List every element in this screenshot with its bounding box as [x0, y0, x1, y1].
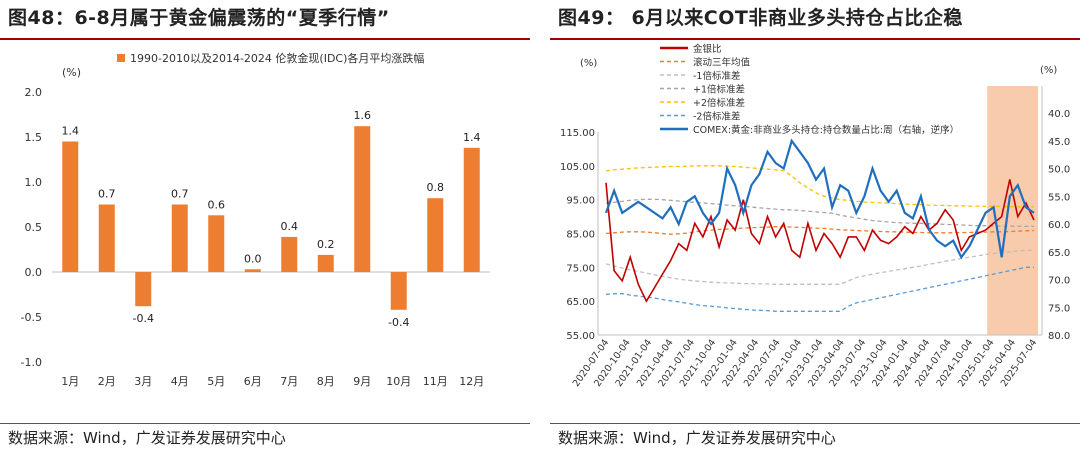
x-tick-label: 4月: [171, 375, 189, 388]
y-right-tick-label: 40.0: [1048, 109, 1070, 120]
bar: [171, 204, 188, 272]
y-left-tick-label: 85.00: [566, 230, 595, 241]
legend-label: +1倍标准差: [693, 84, 745, 96]
y-left-tick-label: 115.00: [560, 128, 595, 139]
x-tick-label: 7月: [280, 375, 298, 388]
title-rule: [0, 38, 530, 40]
legend-label: 金银比: [693, 43, 722, 55]
left-panel: 图48：6-8月属于黄金偏震荡的“夏季行情” 1990-2010以及2014-2…: [0, 0, 530, 455]
bar: [463, 147, 480, 272]
legend-swatch: [117, 54, 125, 62]
data-label: 0.0: [244, 252, 262, 265]
legend-label: -1倍标准差: [693, 70, 740, 82]
right-axis-unit: (%): [1040, 65, 1057, 76]
source-note: 数据来源：Wind，广发证券发展研究中心: [558, 429, 836, 447]
x-tick-label: 12月: [459, 375, 484, 388]
axis-unit: (%): [62, 66, 81, 79]
y-tick-label: -0.5: [21, 311, 42, 324]
line-chart: (%) (%) 115.00 105.00 95.00 85.00 75.00 65.00 55…: [560, 43, 1070, 389]
series-line-0: [605, 179, 1035, 303]
data-label: 1.6: [354, 109, 372, 122]
y-left-tick-label: 105.00: [560, 162, 595, 173]
x-tick-label: 10月: [386, 375, 411, 388]
x-tick-label: 11月: [423, 375, 448, 388]
y-left-tick-label: 55.00: [566, 331, 595, 342]
y-right-tick-label: 50.0: [1048, 165, 1070, 176]
x-tick-label: 3月: [134, 375, 152, 388]
bar: [208, 215, 225, 272]
series-line-4: [605, 165, 1034, 208]
data-label: -0.4: [388, 316, 409, 329]
right-panel: 图49： 6月以来COT非商业多头持仓占比企稳 (%) (%) 115.00 105.…: [550, 0, 1080, 455]
bar: [244, 269, 261, 272]
title-rule: [550, 38, 1080, 40]
x-tick-label: 6月: [244, 375, 262, 388]
y-right-tick-label: 60.0: [1048, 220, 1070, 231]
y-left-tick-label: 75.00: [566, 263, 595, 274]
series-line-3: [605, 198, 1034, 228]
legend-label: +2倍标准差: [693, 97, 745, 109]
x-tick-label: 2月: [98, 375, 116, 388]
y-left-tick-label: 95.00: [566, 196, 595, 207]
data-label: 0.7: [98, 188, 116, 201]
data-label: 0.2: [317, 238, 335, 251]
bar: [98, 204, 115, 272]
x-tick-label: 8月: [317, 375, 335, 388]
legend-label: 1990-2010以及2014-2024 伦敦金现(IDC)各月平均涨跌幅: [130, 51, 424, 65]
data-label: 0.7: [171, 188, 189, 201]
data-label: 0.8: [427, 181, 445, 194]
series-line-5: [605, 266, 1034, 312]
bar: [135, 272, 152, 307]
legend-label: -2倍标准差: [693, 111, 740, 123]
bar-chart: 1990-2010以及2014-2024 伦敦金现(IDC)各月平均涨跌幅 (%)…: [21, 51, 490, 388]
y-right-tick-label: 55.0: [1048, 192, 1070, 203]
left-axis-unit: (%): [580, 58, 597, 69]
data-label: 1.4: [62, 125, 80, 138]
y-right-tick-label: 70.0: [1048, 276, 1070, 287]
bar: [62, 141, 79, 272]
data-label: -0.4: [133, 312, 154, 325]
series-line-6: [604, 138, 1035, 260]
y-right-tick-label: 75.0: [1048, 303, 1070, 314]
y-right-tick-label: 80.0: [1048, 331, 1070, 342]
y-right-tick-label: 65.0: [1048, 248, 1070, 259]
figure-title: 图48：6-8月属于黄金偏震荡的“夏季行情”: [8, 7, 390, 29]
figure-title: 图49： 6月以来COT非商业多头持仓占比企稳: [558, 7, 963, 29]
bar: [354, 126, 371, 272]
x-tick-label: 1月: [61, 375, 79, 388]
y-tick-label: 1.0: [25, 176, 43, 189]
legend-label: 滚动三年均值: [693, 57, 751, 69]
y-tick-label: 0.5: [25, 221, 43, 234]
y-left-tick-label: 65.00: [566, 297, 595, 308]
y-tick-label: 2.0: [25, 86, 43, 99]
x-tick-label: 5月: [207, 375, 225, 388]
series-line-1: [605, 226, 1035, 235]
x-tick-label: 9月: [353, 375, 371, 388]
data-label: 1.4: [463, 131, 481, 144]
bar: [427, 198, 444, 272]
data-label: 0.4: [281, 220, 299, 233]
source-note: 数据来源：Wind，广发证券发展研究中心: [8, 429, 286, 447]
bar: [390, 272, 407, 310]
footer-rule: [0, 423, 530, 424]
legend-label: COMEX:黄金:非商业多头持仓:持仓数量占比:周（右轴，逆序）: [693, 124, 959, 136]
y-tick-label: -1.0: [21, 356, 42, 369]
bar: [317, 254, 334, 272]
footer-rule: [550, 423, 1080, 424]
bar: [281, 236, 298, 272]
series-line-2: [605, 249, 1035, 285]
y-tick-label: 0.0: [25, 266, 43, 279]
y-tick-label: 1.5: [25, 131, 43, 144]
y-right-tick-label: 45.0: [1048, 137, 1070, 148]
data-label: 0.6: [208, 198, 226, 211]
